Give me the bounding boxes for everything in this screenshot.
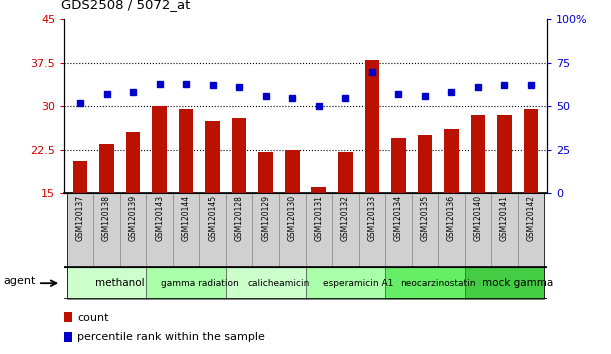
Bar: [491, 193, 518, 267]
Text: GSM120136: GSM120136: [447, 195, 456, 241]
Bar: [365, 60, 379, 193]
Bar: [232, 118, 246, 193]
Bar: [73, 161, 87, 193]
Bar: [444, 129, 459, 193]
Text: GSM120145: GSM120145: [208, 195, 217, 241]
Bar: [306, 267, 385, 299]
Bar: [470, 115, 485, 193]
Bar: [518, 193, 544, 267]
Bar: [438, 193, 464, 267]
Bar: [100, 144, 114, 193]
Bar: [306, 193, 332, 267]
Text: GSM120141: GSM120141: [500, 195, 509, 241]
Bar: [391, 138, 406, 193]
Text: methanol: methanol: [95, 278, 145, 288]
Text: GSM120130: GSM120130: [288, 195, 297, 241]
Bar: [252, 193, 279, 267]
Bar: [359, 193, 385, 267]
Bar: [67, 267, 147, 299]
Text: esperamicin A1: esperamicin A1: [323, 279, 393, 288]
Text: mock gamma: mock gamma: [482, 278, 554, 288]
Text: GSM120142: GSM120142: [527, 195, 535, 241]
Bar: [338, 153, 353, 193]
Text: GSM120144: GSM120144: [181, 195, 191, 241]
Bar: [464, 267, 544, 299]
Text: GSM120131: GSM120131: [314, 195, 323, 241]
Text: agent: agent: [3, 276, 35, 286]
Bar: [332, 193, 359, 267]
Text: GSM120139: GSM120139: [128, 195, 137, 241]
Bar: [93, 193, 120, 267]
Text: GSM120128: GSM120128: [235, 195, 244, 241]
Text: GSM120129: GSM120129: [262, 195, 270, 241]
Text: neocarzinostatin: neocarzinostatin: [400, 279, 476, 288]
Text: GSM120140: GSM120140: [474, 195, 483, 241]
Text: GSM120137: GSM120137: [76, 195, 84, 241]
Bar: [258, 153, 273, 193]
Text: GSM120143: GSM120143: [155, 195, 164, 241]
Bar: [226, 267, 306, 299]
Bar: [173, 193, 199, 267]
Bar: [312, 187, 326, 193]
Bar: [199, 193, 226, 267]
Bar: [279, 193, 306, 267]
Bar: [147, 193, 173, 267]
Bar: [285, 150, 299, 193]
Bar: [67, 193, 93, 267]
Bar: [524, 109, 538, 193]
Text: GSM120138: GSM120138: [102, 195, 111, 241]
Text: GDS2508 / 5072_at: GDS2508 / 5072_at: [61, 0, 191, 11]
Text: GSM120135: GSM120135: [420, 195, 430, 241]
Bar: [497, 115, 511, 193]
Bar: [412, 193, 438, 267]
Text: gamma radiation: gamma radiation: [161, 279, 238, 288]
Text: GSM120134: GSM120134: [394, 195, 403, 241]
Bar: [205, 121, 220, 193]
Bar: [385, 193, 412, 267]
Text: calicheamicin: calicheamicin: [248, 279, 310, 288]
Bar: [179, 109, 194, 193]
Bar: [120, 193, 147, 267]
Bar: [147, 267, 226, 299]
Bar: [385, 267, 464, 299]
Text: count: count: [77, 313, 109, 322]
Bar: [417, 135, 432, 193]
Bar: [226, 193, 252, 267]
Text: GSM120132: GSM120132: [341, 195, 349, 241]
Text: percentile rank within the sample: percentile rank within the sample: [77, 332, 265, 342]
Text: GSM120133: GSM120133: [367, 195, 376, 241]
Bar: [126, 132, 141, 193]
Bar: [152, 106, 167, 193]
Bar: [464, 193, 491, 267]
